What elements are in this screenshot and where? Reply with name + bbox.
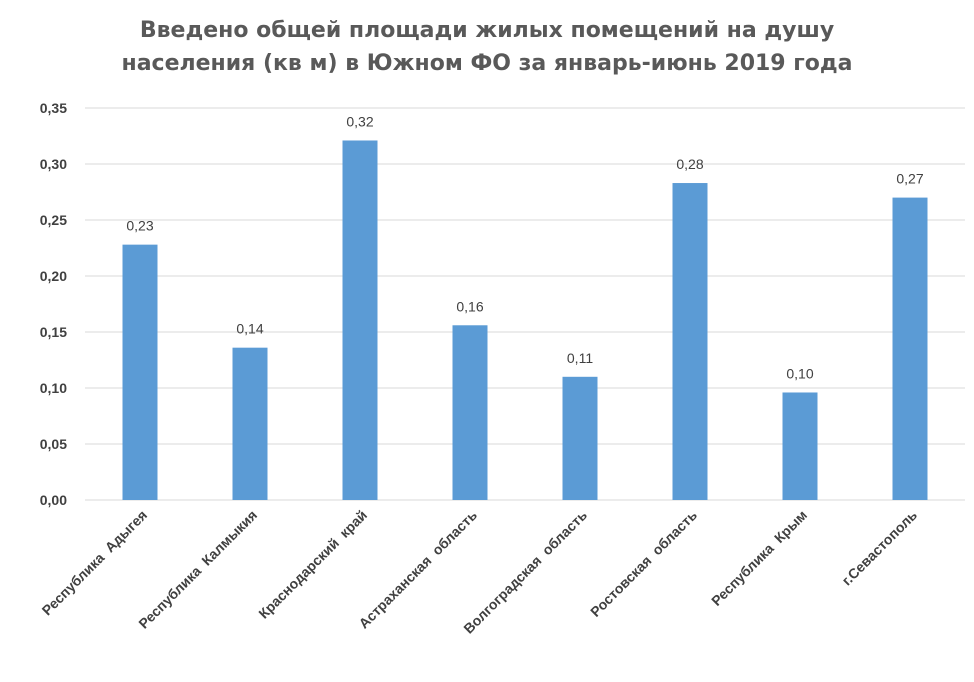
data-label: 0,16 (456, 298, 483, 314)
bar (892, 197, 928, 500)
bar (782, 392, 818, 500)
bar (232, 347, 268, 500)
data-label: 0,14 (236, 321, 263, 337)
bar (562, 376, 598, 500)
x-tick-label: Республика Калмыкия (135, 507, 260, 632)
y-tick-label: 0,15 (40, 324, 67, 340)
data-label: 0,32 (346, 113, 373, 129)
y-tick-label: 0,20 (40, 268, 67, 284)
x-tick-label: Ростовская область (587, 507, 700, 620)
y-tick-label: 0,00 (40, 492, 67, 508)
bars (122, 140, 928, 501)
y-tick-label: 0,25 (40, 212, 67, 228)
x-tick-label: Республика Крым (708, 507, 810, 609)
y-tick-label: 0,30 (40, 156, 67, 172)
x-tick-label: г.Севастополь (838, 507, 920, 589)
x-tick-label: Астраханская область (355, 507, 480, 632)
data-label: 0,28 (676, 156, 703, 172)
chart-title-line-2: населения (кв м) в Южном ФО за январь-ию… (121, 51, 853, 76)
bar (452, 325, 488, 500)
bar (672, 183, 708, 501)
data-label: 0,10 (786, 365, 813, 381)
chart-title: Введено общей площади жилых помещений на… (0, 14, 974, 80)
x-tick-label: Краснодарский край (255, 507, 370, 622)
data-label: 0,27 (896, 171, 923, 187)
chart-title-line-1: Введено общей площади жилых помещений на… (139, 18, 835, 43)
bar (122, 244, 158, 500)
y-tick-label: 0,10 (40, 380, 67, 396)
gridlines (85, 107, 965, 501)
x-tick-label: Волгоградская область (460, 507, 590, 637)
x-tick-label: Республика Адыгея (39, 507, 151, 619)
data-label: 0,23 (126, 218, 153, 234)
data-labels: 0,23 0,14 0,32 0,16 0,11 0,28 0,10 0,27 (126, 113, 923, 381)
y-tick-label: 0,05 (40, 436, 67, 452)
bar (342, 140, 378, 501)
y-axis-ticks: 0,00 0,05 0,10 0,15 0,20 0,25 0,30 0,35 (40, 100, 67, 508)
y-tick-label: 0,35 (40, 100, 67, 116)
data-label: 0,11 (567, 350, 593, 366)
